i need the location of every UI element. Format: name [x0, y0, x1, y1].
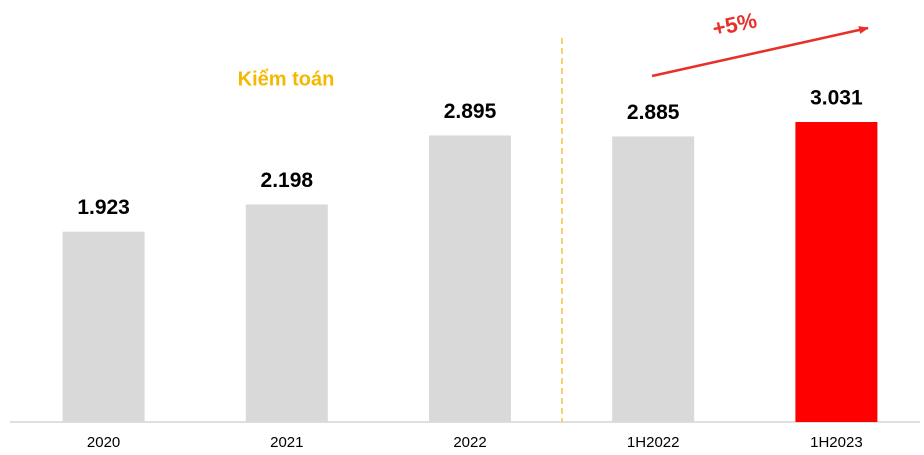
value-label: 3.031 [810, 87, 863, 110]
x-tick-label: 1H2023 [810, 434, 863, 451]
value-label: 2.895 [444, 100, 497, 123]
bar [612, 136, 695, 422]
growth-label: +5% [710, 7, 759, 41]
value-label: 1.923 [77, 196, 130, 219]
bar [795, 122, 878, 422]
value-label: 2.885 [627, 101, 680, 124]
bar [245, 204, 328, 422]
x-tick-label: 2021 [270, 434, 303, 451]
bar [429, 135, 511, 422]
x-tick-label: 2020 [87, 434, 120, 451]
value-label: 2.198 [261, 169, 314, 192]
x-tick-label: 1H2022 [627, 434, 680, 451]
growth-arrow [651, 26, 869, 78]
bar [62, 231, 145, 422]
x-tick-label: 2022 [453, 434, 486, 451]
audit-label: Kiểm toán [238, 68, 335, 90]
